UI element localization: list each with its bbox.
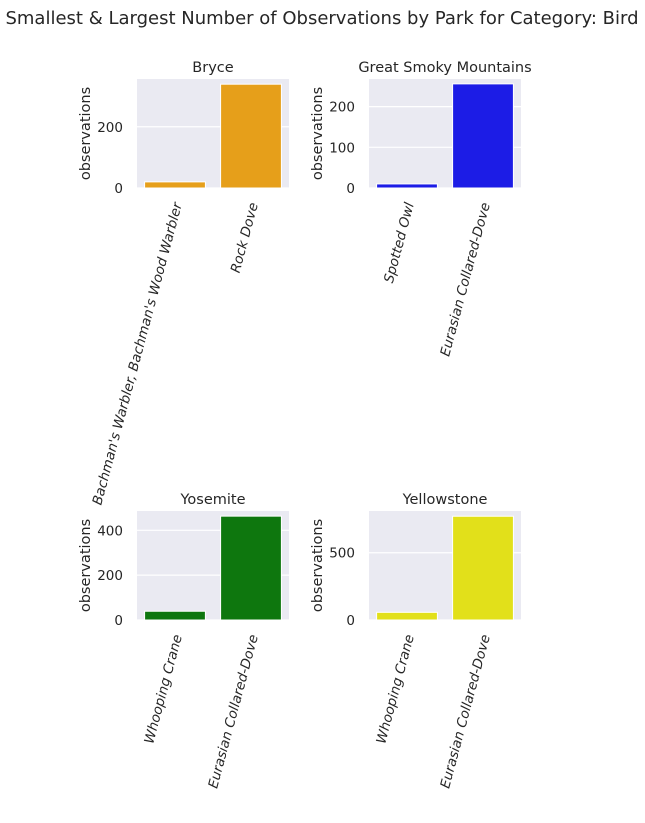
subplot-grid: 0 200 Bachman's Warbler, Bachman's Wood Wa… xyxy=(78,60,532,790)
x-tick-label-eurasian-collared-dove: Eurasian Collared-Dove xyxy=(437,633,493,790)
panel-bryce: 0 200 Bachman's Warbler, Bachman's Wood Wa… xyxy=(78,60,289,507)
bar-spotted-owl xyxy=(376,183,438,189)
panel-yellowstone: 0 500 Whooping Crane Eurasian Collared-Dove… xyxy=(310,492,521,790)
panel-title-great-smoky-mountains: Great Smoky Mountains xyxy=(358,60,531,76)
bar-whooping-crane xyxy=(376,611,438,621)
bar-eurasian-collared-dove xyxy=(220,515,282,621)
x-tick-label-spotted-owl: Spotted Owl xyxy=(381,201,418,285)
y-tick-label: 0 xyxy=(114,613,123,629)
x-tick-label-rock-dove: Rock Dove xyxy=(228,201,262,275)
y-tick-label: 0 xyxy=(346,613,355,629)
y-tick-label: 500 xyxy=(329,546,355,562)
y-tick-label: 0 xyxy=(114,181,123,197)
y-tick-label: 200 xyxy=(329,100,355,116)
y-tick-label: 0 xyxy=(346,181,355,197)
panel-title-yellowstone: Yellowstone xyxy=(402,492,488,508)
panel-yosemite: 0 200 400 Whooping Crane Eurasian Collared-D… xyxy=(78,492,289,790)
y-axis-label-yellowstone: observations xyxy=(310,519,326,612)
bar-eurasian-collared-dove xyxy=(452,83,514,189)
x-tick-label-eurasian-collared-dove: Eurasian Collared-Dove xyxy=(437,201,493,358)
x-tick-label-bachman-s-warbler-bachman-s-wood-warbler: Bachman's Warbler, Bachman's Wood Warble… xyxy=(90,200,187,507)
bar-eurasian-collared-dove xyxy=(452,515,514,621)
panel-title-bryce: Bryce xyxy=(192,60,233,76)
bar-rock-dove xyxy=(220,83,282,189)
y-axis-label-great-smoky-mountains: observations xyxy=(310,87,326,180)
bar-bachman-s-warbler-bachman-s-wood-warbler xyxy=(144,181,206,189)
x-tick-label-whooping-crane: Whooping Crane xyxy=(141,633,186,746)
x-tick-label-eurasian-collared-dove: Eurasian Collared-Dove xyxy=(205,633,261,790)
panel-great-smoky-mountains: 0 100 200 Spotted Owl Eurasian Collared-Dove… xyxy=(310,60,532,358)
panel-title-yosemite: Yosemite xyxy=(179,492,245,508)
figure-title: Smallest & Largest Number of Observation… xyxy=(5,8,638,29)
y-tick-label: 200 xyxy=(97,568,123,584)
x-tick-label-whooping-crane: Whooping Crane xyxy=(373,633,418,746)
y-tick-label: 200 xyxy=(97,120,123,136)
y-tick-label: 100 xyxy=(329,140,355,156)
y-axis-label-bryce: observations xyxy=(78,87,94,180)
y-axis-label-yosemite: observations xyxy=(78,519,94,612)
y-tick-label: 400 xyxy=(97,523,123,539)
bar-whooping-crane xyxy=(144,610,206,621)
